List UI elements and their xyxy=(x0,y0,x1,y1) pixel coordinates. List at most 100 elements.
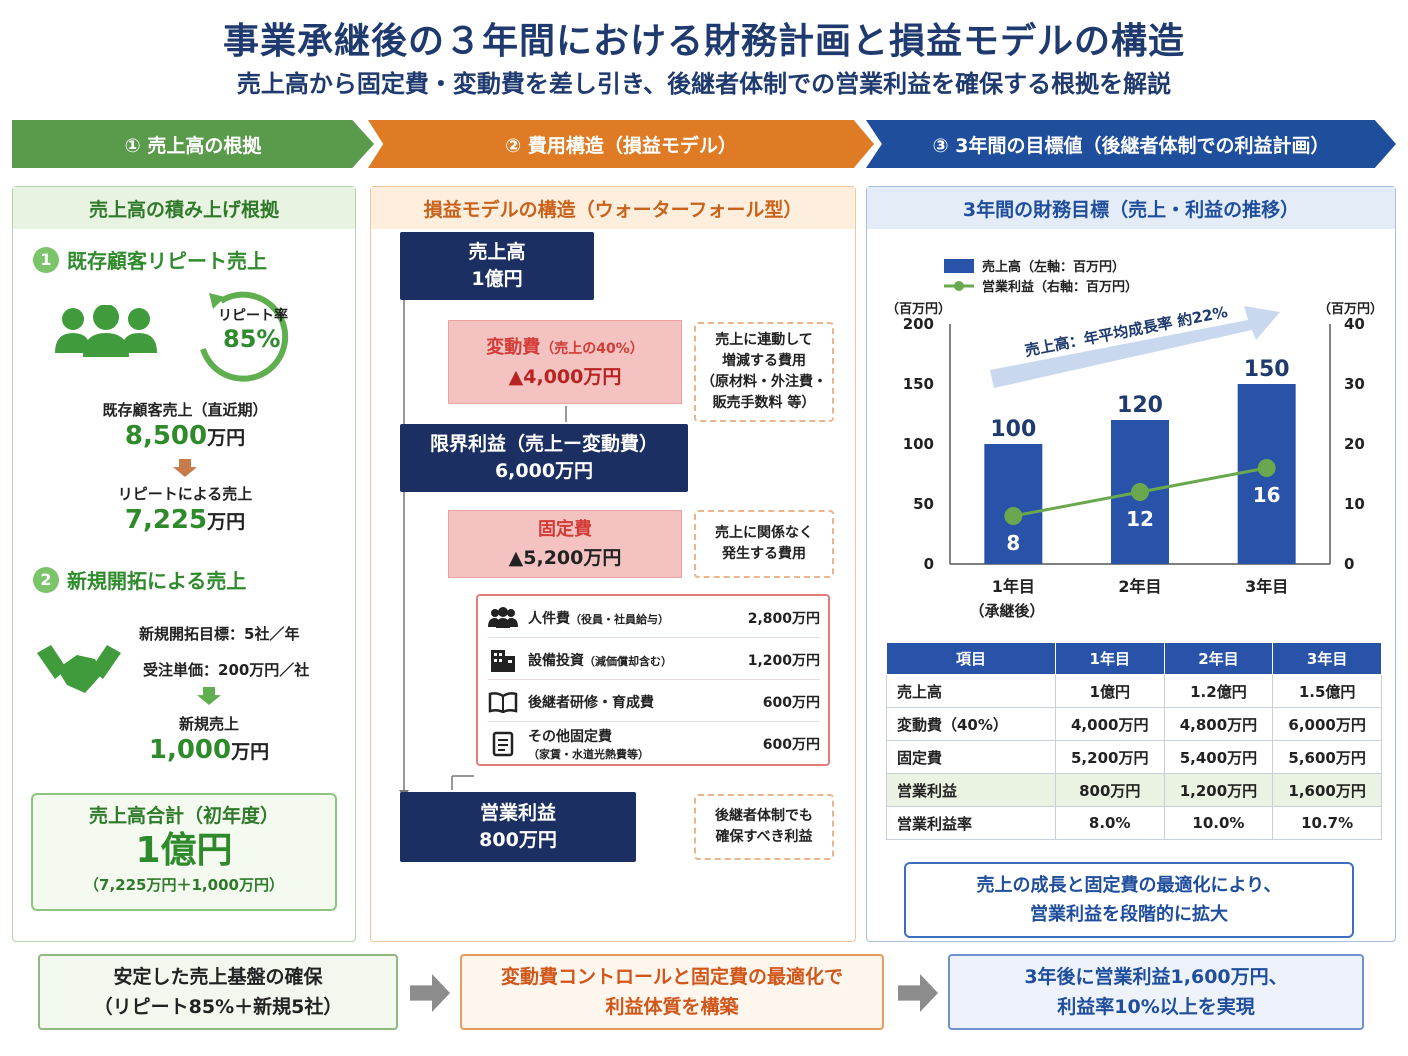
banner-3year-targets: ③ 3年間の目標値（後継者体制での利益計画） xyxy=(866,120,1396,168)
note-line: 売上に連動して xyxy=(715,332,813,348)
table-row: 固定費 5,200万円 5,400万円 5,600万円 xyxy=(886,740,1382,774)
existing-sales-value: 8,500 xyxy=(124,421,208,451)
fixed-cost-label: 固定費 xyxy=(538,519,592,540)
sales-total-title: 売上高合計（初年度） xyxy=(88,805,279,827)
bar xyxy=(984,444,1043,564)
item-name: 人件費 xyxy=(528,610,570,627)
column-header: 項目 xyxy=(886,642,1056,675)
bar-value-label: 100 xyxy=(990,417,1036,442)
repeat-cycle-icon xyxy=(200,291,289,382)
down-arrow-icon xyxy=(197,687,221,705)
column-header: 1年目 xyxy=(1054,642,1165,675)
right-axis-unit: （百万円） xyxy=(1318,302,1384,317)
column-header: 2年目 xyxy=(1163,642,1274,675)
conclusion-line: 安定した売上基盤の確保 xyxy=(113,966,323,988)
item-sub: （役員・社員給与） xyxy=(570,612,669,626)
list-item: その他固定費 （家賃・水道光熱費等） 600万円 xyxy=(488,724,820,764)
y-tick-label: 150 xyxy=(903,375,934,393)
note-line: 後継者体制でも xyxy=(715,808,813,824)
table-cell: 1億円 xyxy=(1054,674,1165,708)
operating-profit-block: 営業利益 800万円 xyxy=(400,792,636,862)
conclusion-line: 3年後に営業利益1,600万円、 xyxy=(1024,966,1288,988)
bar-value-label: 150 xyxy=(1244,357,1290,382)
sales-total-note: （7,225万円＋1,000万円） xyxy=(84,876,284,894)
y2-tick-label: 0 xyxy=(1344,555,1354,573)
note-line: 発生する費用 xyxy=(722,546,806,562)
variable-cost-ratio: （売上の40%） xyxy=(540,340,644,357)
item-name: 設備投資 xyxy=(528,652,584,669)
right-arrow-icon xyxy=(898,974,938,1012)
banner-sales-basis: ① 売上高の根拠 xyxy=(12,120,374,168)
targets-panel: 3年間の財務目標（売上・利益の推移） xyxy=(866,186,1396,942)
table-cell: 5,400万円 xyxy=(1163,740,1274,774)
conclusion-line: （リピート85%＋新規5社） xyxy=(93,996,343,1018)
financial-table: 項目 1年目 2年目 3年目 売上高 1億円 1.2億円 1.5億円 変動費（40%）… xyxy=(886,642,1382,840)
legend-sales: 売上高（左軸：百万円） xyxy=(944,256,1125,275)
new-sales-value: 1,000 xyxy=(148,735,232,765)
y2-tick-label: 40 xyxy=(1344,315,1365,333)
document-icon xyxy=(492,731,514,757)
new-sales-unit: 万円 xyxy=(231,741,270,763)
item-amount: 2,800万円 xyxy=(747,610,820,627)
item-amount: 1,200万円 xyxy=(747,652,820,669)
section-title: 新規開拓による売上 xyxy=(67,569,247,593)
repeat-sales-value: 7,225 xyxy=(124,505,208,535)
marginal-profit-label: 限界利益（売上ー変動費） xyxy=(429,433,658,455)
note-line: 確保すべき利益 xyxy=(715,829,813,845)
x-label-sub: （承継後） xyxy=(969,602,1045,620)
profit-point xyxy=(1131,483,1149,501)
step-number: 1 xyxy=(33,246,59,273)
unit-price-line: 受注単価：200万円／社 xyxy=(143,661,310,679)
banner-cost-structure: ② 費用構造（損益モデル） xyxy=(368,120,874,168)
table-cell: 10.7% xyxy=(1272,806,1382,840)
fixed-cost-note: 売上に関係なく 発生する費用 xyxy=(694,510,834,578)
conclusion-line: 変動費コントロールと固定費の最適化で xyxy=(500,966,843,988)
table-cell: 1.5億円 xyxy=(1272,674,1382,708)
conclusion-targets: 3年後に営業利益1,600万円、 利益率10%以上を実現 xyxy=(948,954,1364,1030)
conclusion-line: 利益体質を構築 xyxy=(605,996,739,1018)
table-cell: 固定費 xyxy=(886,740,1056,774)
fixed-cost-block: 固定費 ▲5,200万円 xyxy=(448,510,682,578)
conclusion-sales: 安定した売上基盤の確保 （リピート85%＋新規5社） xyxy=(38,954,398,1030)
existing-sales: 8,500万円 xyxy=(13,421,357,451)
item-amount: 600万円 xyxy=(762,737,820,753)
x-tick-label: 1年目 xyxy=(992,577,1035,596)
revenue-label: 売上高 xyxy=(468,241,526,263)
table-cell: 5,200万円 xyxy=(1054,740,1165,774)
variable-cost-block: 変動費（売上の40%） ▲4,000万円 xyxy=(448,320,682,404)
column-header: 3年目 xyxy=(1272,642,1382,675)
page-title: 事業承継後の３年間における財務計画と損益モデルの構造 xyxy=(222,21,1185,62)
profit-value-label: 16 xyxy=(1253,483,1281,507)
operating-profit-value: 800万円 xyxy=(479,829,557,851)
page-subtitle: 売上高から固定費・変動費を差し引き、後継者体制での営業利益を確保する根拠を解説 xyxy=(236,70,1172,98)
marginal-profit-block: 限界利益（売上ー変動費） 6,000万円 xyxy=(400,424,688,492)
sales-total-value: 1億円 xyxy=(135,830,233,871)
list-item: 後継者研修・育成費 600万円 xyxy=(488,682,820,722)
repeat-sales: 7,225万円 xyxy=(13,505,357,535)
item-name: 後継者研修・育成費 xyxy=(528,694,654,711)
summary-line: 売上の成長と固定費の最適化により、 xyxy=(976,875,1282,896)
bar-value-label: 120 xyxy=(1117,393,1163,418)
note-line: 増減する費用 xyxy=(722,353,806,369)
list-item: 設備投資（減価償却含む） 1,200万円 xyxy=(488,640,820,680)
conclusion-line: 利益率10%以上を実現 xyxy=(1057,996,1255,1018)
item-name: その他固定費 xyxy=(528,729,612,745)
table-cell: 10.0% xyxy=(1163,806,1274,840)
table-cell: 営業利益率 xyxy=(886,806,1056,840)
repeat-sales-unit: 万円 xyxy=(207,511,246,533)
legend-profit: 営業利益（右軸：百万円） xyxy=(944,276,1138,295)
table-cell: 1.2億円 xyxy=(1163,674,1274,708)
repeat-rate-label: リピート率 xyxy=(218,308,288,324)
table-row: 営業利益 800万円 1,200万円 1,600万円 xyxy=(886,773,1382,807)
table-cell: 変動費（40%） xyxy=(886,707,1056,741)
y-tick-label: 100 xyxy=(903,435,934,453)
section-new: 2 新規開拓による売上 xyxy=(33,565,246,594)
fixed-cost-value: ▲5,200万円 xyxy=(508,547,622,569)
new-sales: 1,000万円 xyxy=(13,735,405,765)
table-row: 営業利益率 8.0% 10.0% 10.7% xyxy=(886,806,1382,840)
x-tick-label: 2年目 xyxy=(1118,577,1161,596)
repeat-rate-value: 85% xyxy=(223,325,281,353)
table-cell: 1,200万円 xyxy=(1163,773,1274,807)
section-existing: 1 既存顧客リピート売上 xyxy=(33,245,267,274)
customers-icon xyxy=(55,305,157,357)
